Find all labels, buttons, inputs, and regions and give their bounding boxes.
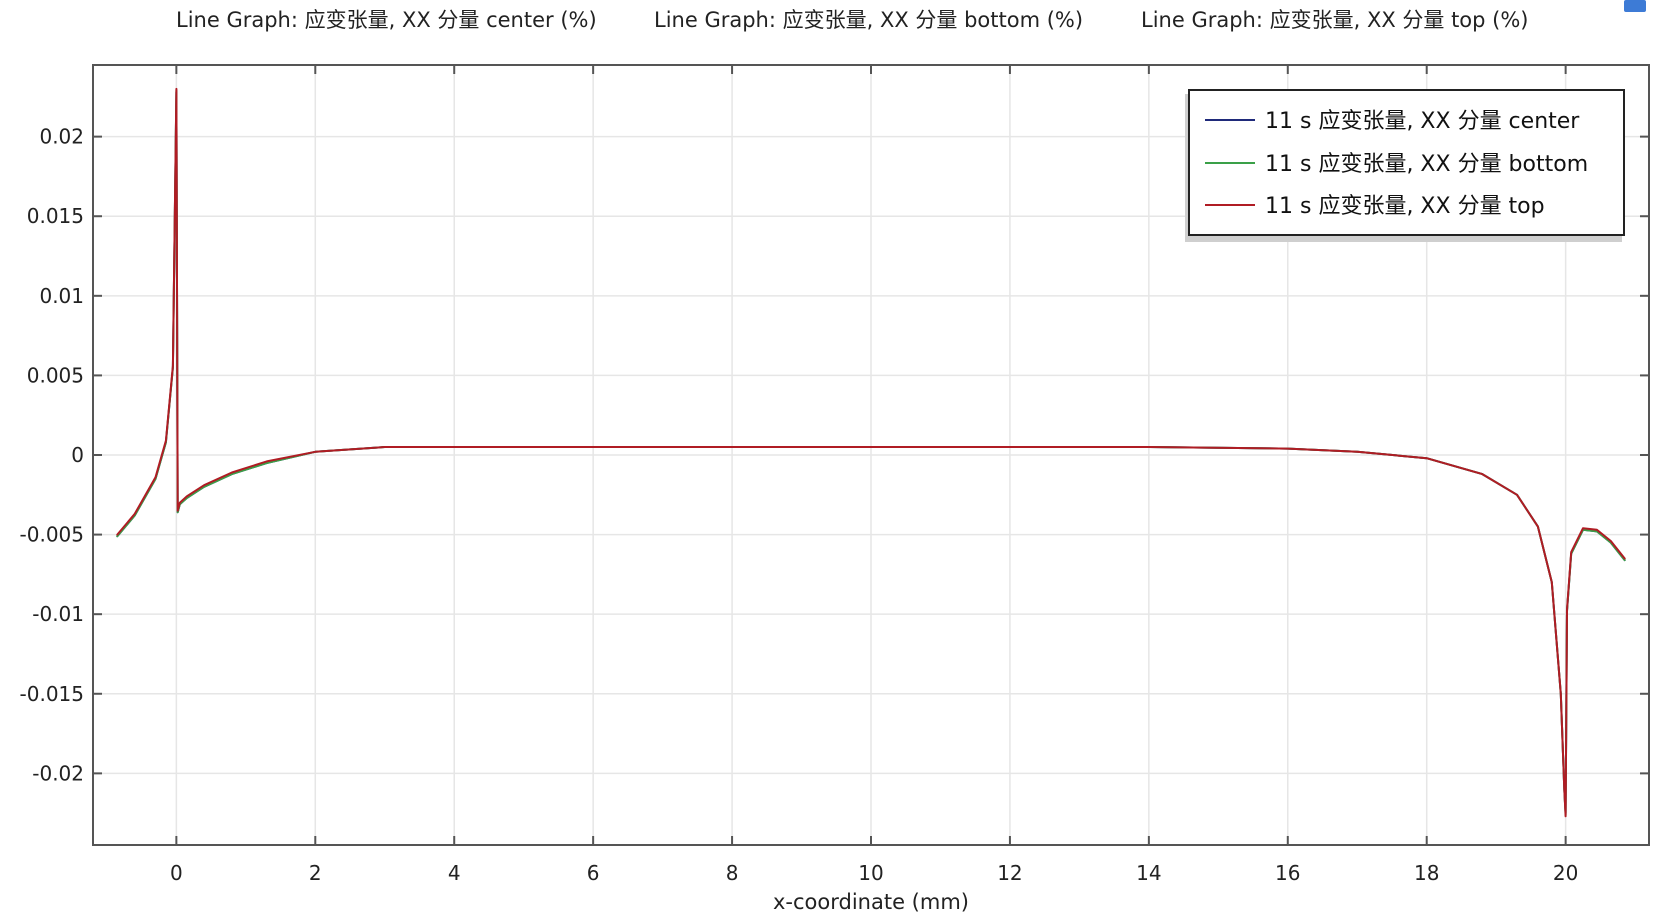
y-tick-label: -0.015 xyxy=(20,682,84,706)
y-tick-label: 0.01 xyxy=(39,284,84,308)
x-tick-label: 4 xyxy=(448,861,461,885)
x-tick-label: 6 xyxy=(587,861,600,885)
y-tick-label: 0.015 xyxy=(27,204,84,228)
x-tick-label: 20 xyxy=(1553,861,1578,885)
x-tick-labels: 0 2 4 6 8 10 12 14 16 18 20 xyxy=(170,861,1578,885)
x-tick-label: 2 xyxy=(309,861,322,885)
x-tick-label: 14 xyxy=(1136,861,1161,885)
y-tick-labels: 0.02 0.015 0.01 0.005 0 -0.005 -0.01 -0.015 -0.0… xyxy=(20,125,84,786)
y-tick-label: 0.005 xyxy=(27,363,84,387)
legend-label-bottom: 11 s 应变张量, XX 分量 bottom xyxy=(1265,152,1588,177)
title-part-top: Line Graph: 应变张量, XX 分量 top (%) xyxy=(1141,8,1529,32)
y-tick-label: -0.005 xyxy=(20,523,84,547)
legend: 11 s 应变张量, XX 分量 center 11 s 应变张量, XX 分量… xyxy=(1185,89,1625,242)
title-part-bottom: Line Graph: 应变张量, XX 分量 bottom (%) xyxy=(654,8,1083,32)
y-tick-label: -0.02 xyxy=(32,761,84,785)
x-tick-label: 18 xyxy=(1414,861,1439,885)
x-tick-label: 10 xyxy=(858,861,883,885)
x-tick-label: 12 xyxy=(997,861,1022,885)
y-tick-label: -0.01 xyxy=(32,602,84,626)
corner-icon xyxy=(1624,0,1646,12)
chart-title: Line Graph: 应变张量, XX 分量 center (%) Line … xyxy=(176,8,1529,32)
legend-label-center: 11 s 应变张量, XX 分量 center xyxy=(1265,109,1580,134)
title-part-center: Line Graph: 应变张量, XX 分量 center (%) xyxy=(176,8,597,32)
series-lines xyxy=(116,87,1626,818)
legend-box xyxy=(1188,89,1625,236)
y-tick-label: 0 xyxy=(71,443,84,467)
x-tick-label: 16 xyxy=(1275,861,1300,885)
x-tick-label: 8 xyxy=(726,861,739,885)
tick-marks xyxy=(93,65,1649,845)
y-tick-label: 0.02 xyxy=(39,125,84,149)
series-line-top xyxy=(116,87,1626,818)
x-axis-label: x-coordinate (mm) xyxy=(773,890,969,914)
x-tick-label: 0 xyxy=(170,861,183,885)
legend-label-top: 11 s 应变张量, XX 分量 top xyxy=(1265,194,1545,219)
